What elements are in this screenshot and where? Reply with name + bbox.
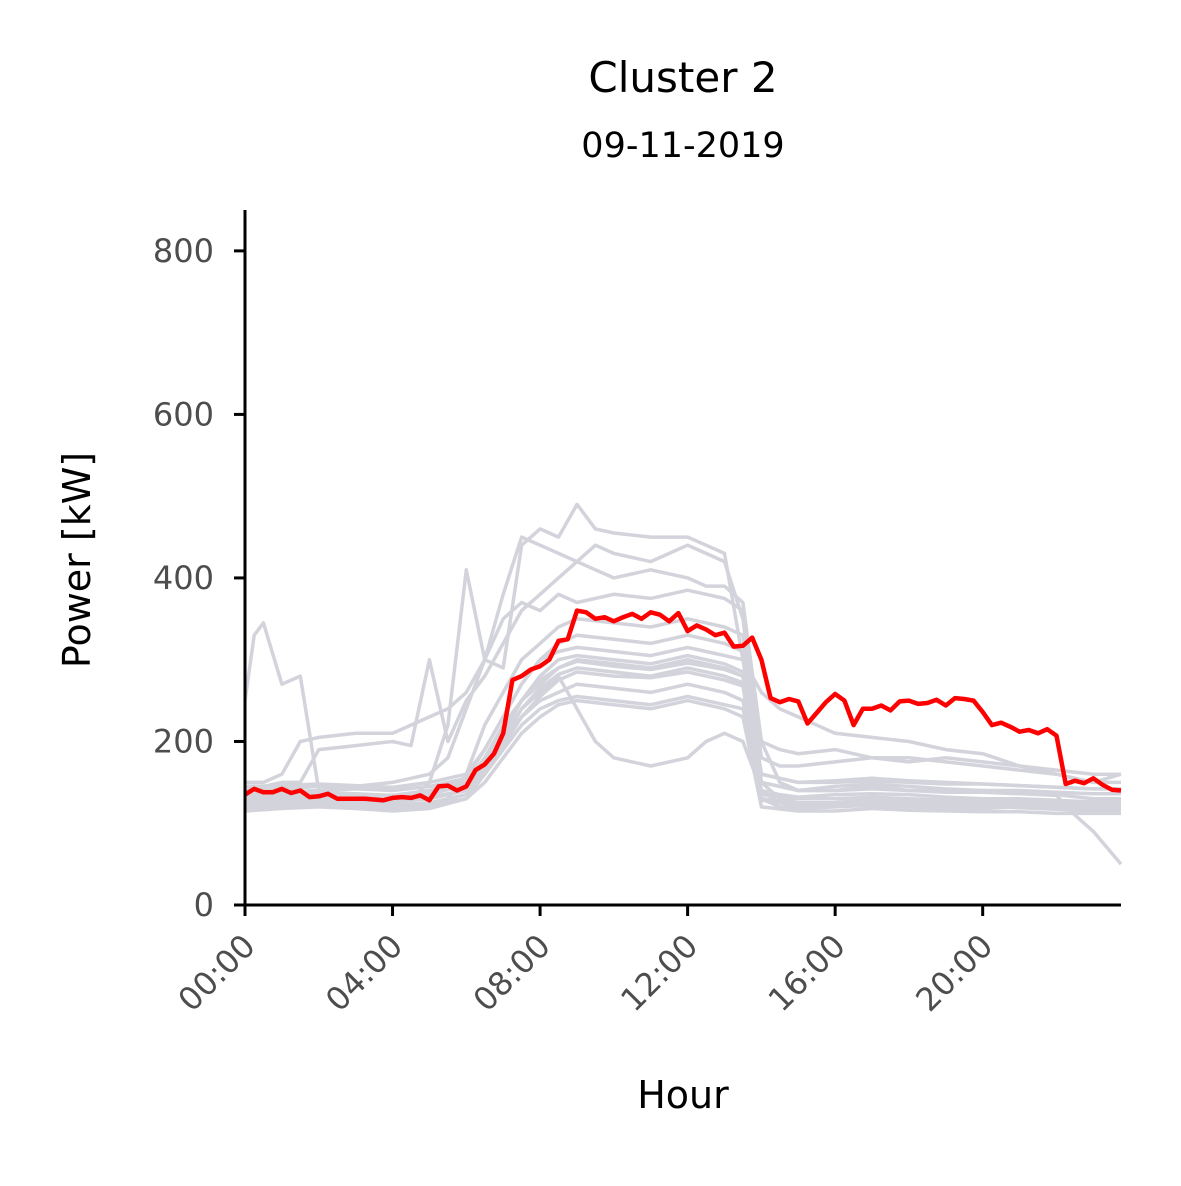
background-series-line-9 bbox=[244, 694, 1121, 807]
background-series-group bbox=[243, 502, 1123, 866]
x-tick-label: 16:00 bbox=[761, 927, 853, 1019]
background-series-line-16 bbox=[244, 666, 1121, 813]
highlight-series-group bbox=[243, 608, 1122, 803]
x-tick-label: 20:00 bbox=[908, 927, 1000, 1019]
y-tick-label: 400 bbox=[153, 559, 214, 597]
x-tick-label: 00:00 bbox=[171, 927, 263, 1019]
background-series-line-12 bbox=[244, 653, 1121, 807]
y-tick-label: 600 bbox=[153, 395, 214, 433]
axes bbox=[243, 210, 1121, 907]
background-series-line-15 bbox=[244, 633, 1121, 793]
highlight-series-line bbox=[243, 608, 1122, 803]
x-axis-label: Hour bbox=[637, 1073, 729, 1117]
background-series-line-2 bbox=[245, 535, 1121, 785]
x-ticks: 00:00 04:00 08:00 12:00 16:00 20:00 bbox=[171, 905, 1000, 1019]
x-tick-label: 08:00 bbox=[466, 927, 558, 1019]
y-tick-label: 0 bbox=[194, 886, 214, 924]
background-series-line-11 bbox=[244, 698, 1121, 816]
x-tick-label: 12:00 bbox=[613, 927, 705, 1019]
y-tick-label: 800 bbox=[153, 232, 214, 270]
y-ticks: 0 200 400 600 800 bbox=[153, 232, 245, 924]
chart-subtitle: 09-11-2019 bbox=[581, 126, 784, 166]
background-series-line-3 bbox=[244, 559, 1121, 793]
y-tick-label: 200 bbox=[153, 722, 214, 760]
x-tick-label: 04:00 bbox=[318, 927, 410, 1019]
y-axis-label: Power [kW] bbox=[55, 452, 99, 668]
chart-title: Cluster 2 bbox=[588, 53, 777, 102]
